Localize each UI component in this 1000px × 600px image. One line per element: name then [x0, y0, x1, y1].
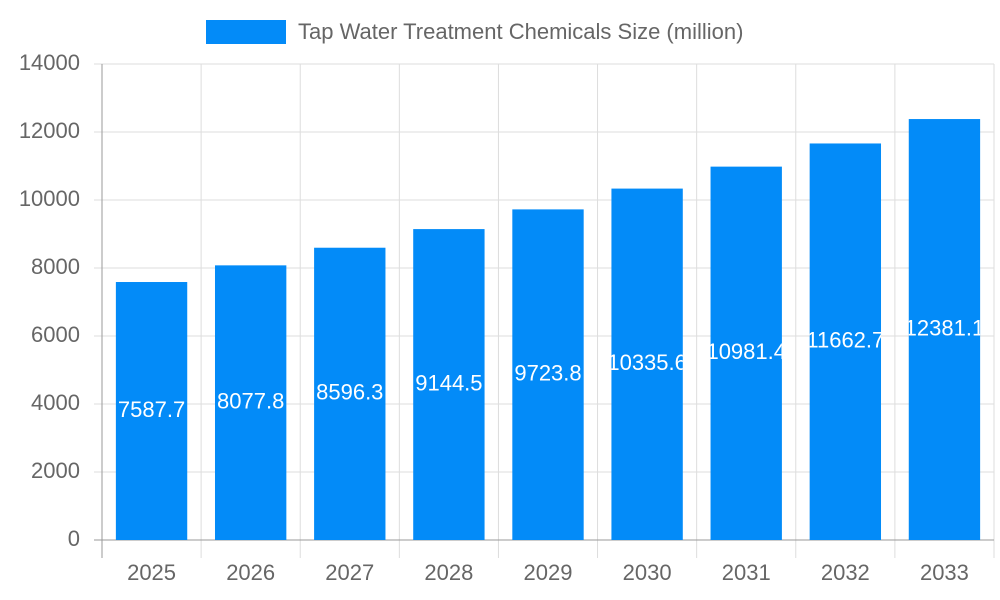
data-label: 7587.7: [118, 397, 185, 422]
x-tick-label: 2027: [325, 560, 374, 585]
x-tick-label: 2031: [722, 560, 771, 585]
y-tick-label: 14000: [19, 50, 80, 75]
data-label: 11662.7: [806, 328, 884, 353]
data-label: 10981.4: [706, 339, 786, 364]
y-tick-label: 10000: [19, 186, 80, 211]
x-tick-label: 2026: [226, 560, 275, 585]
data-label: 8077.8: [217, 388, 284, 413]
bar: [908, 119, 981, 540]
data-label: 10335.6: [607, 350, 687, 375]
bar: [214, 265, 287, 540]
x-tick-label: 2033: [920, 560, 969, 585]
y-tick-label: 8000: [31, 254, 80, 279]
y-tick-label: 12000: [19, 118, 80, 143]
bar: [611, 188, 683, 540]
bar: [115, 282, 188, 540]
x-tick-label: 2032: [821, 560, 870, 585]
bar: [710, 166, 782, 541]
x-tick-label: 2030: [623, 560, 672, 585]
legend-label: Tap Water Treatment Chemicals Size (mill…: [298, 19, 743, 44]
data-label: 12381.1: [905, 315, 985, 340]
bar: [314, 247, 386, 540]
data-label: 9144.5: [415, 370, 482, 395]
y-tick-label: 2000: [31, 458, 80, 483]
legend-swatch: [206, 20, 286, 44]
x-tick-label: 2025: [127, 560, 176, 585]
y-tick-label: 4000: [31, 390, 80, 415]
data-label: 9723.8: [514, 361, 581, 386]
x-tick-label: 2029: [524, 560, 573, 585]
y-tick-label: 6000: [31, 322, 80, 347]
x-tick-label: 2028: [424, 560, 473, 585]
y-tick-label: 0: [68, 526, 80, 551]
bar: [809, 143, 882, 540]
bar: [413, 229, 485, 540]
bar: [512, 209, 584, 540]
data-label: 8596.3: [316, 380, 383, 405]
